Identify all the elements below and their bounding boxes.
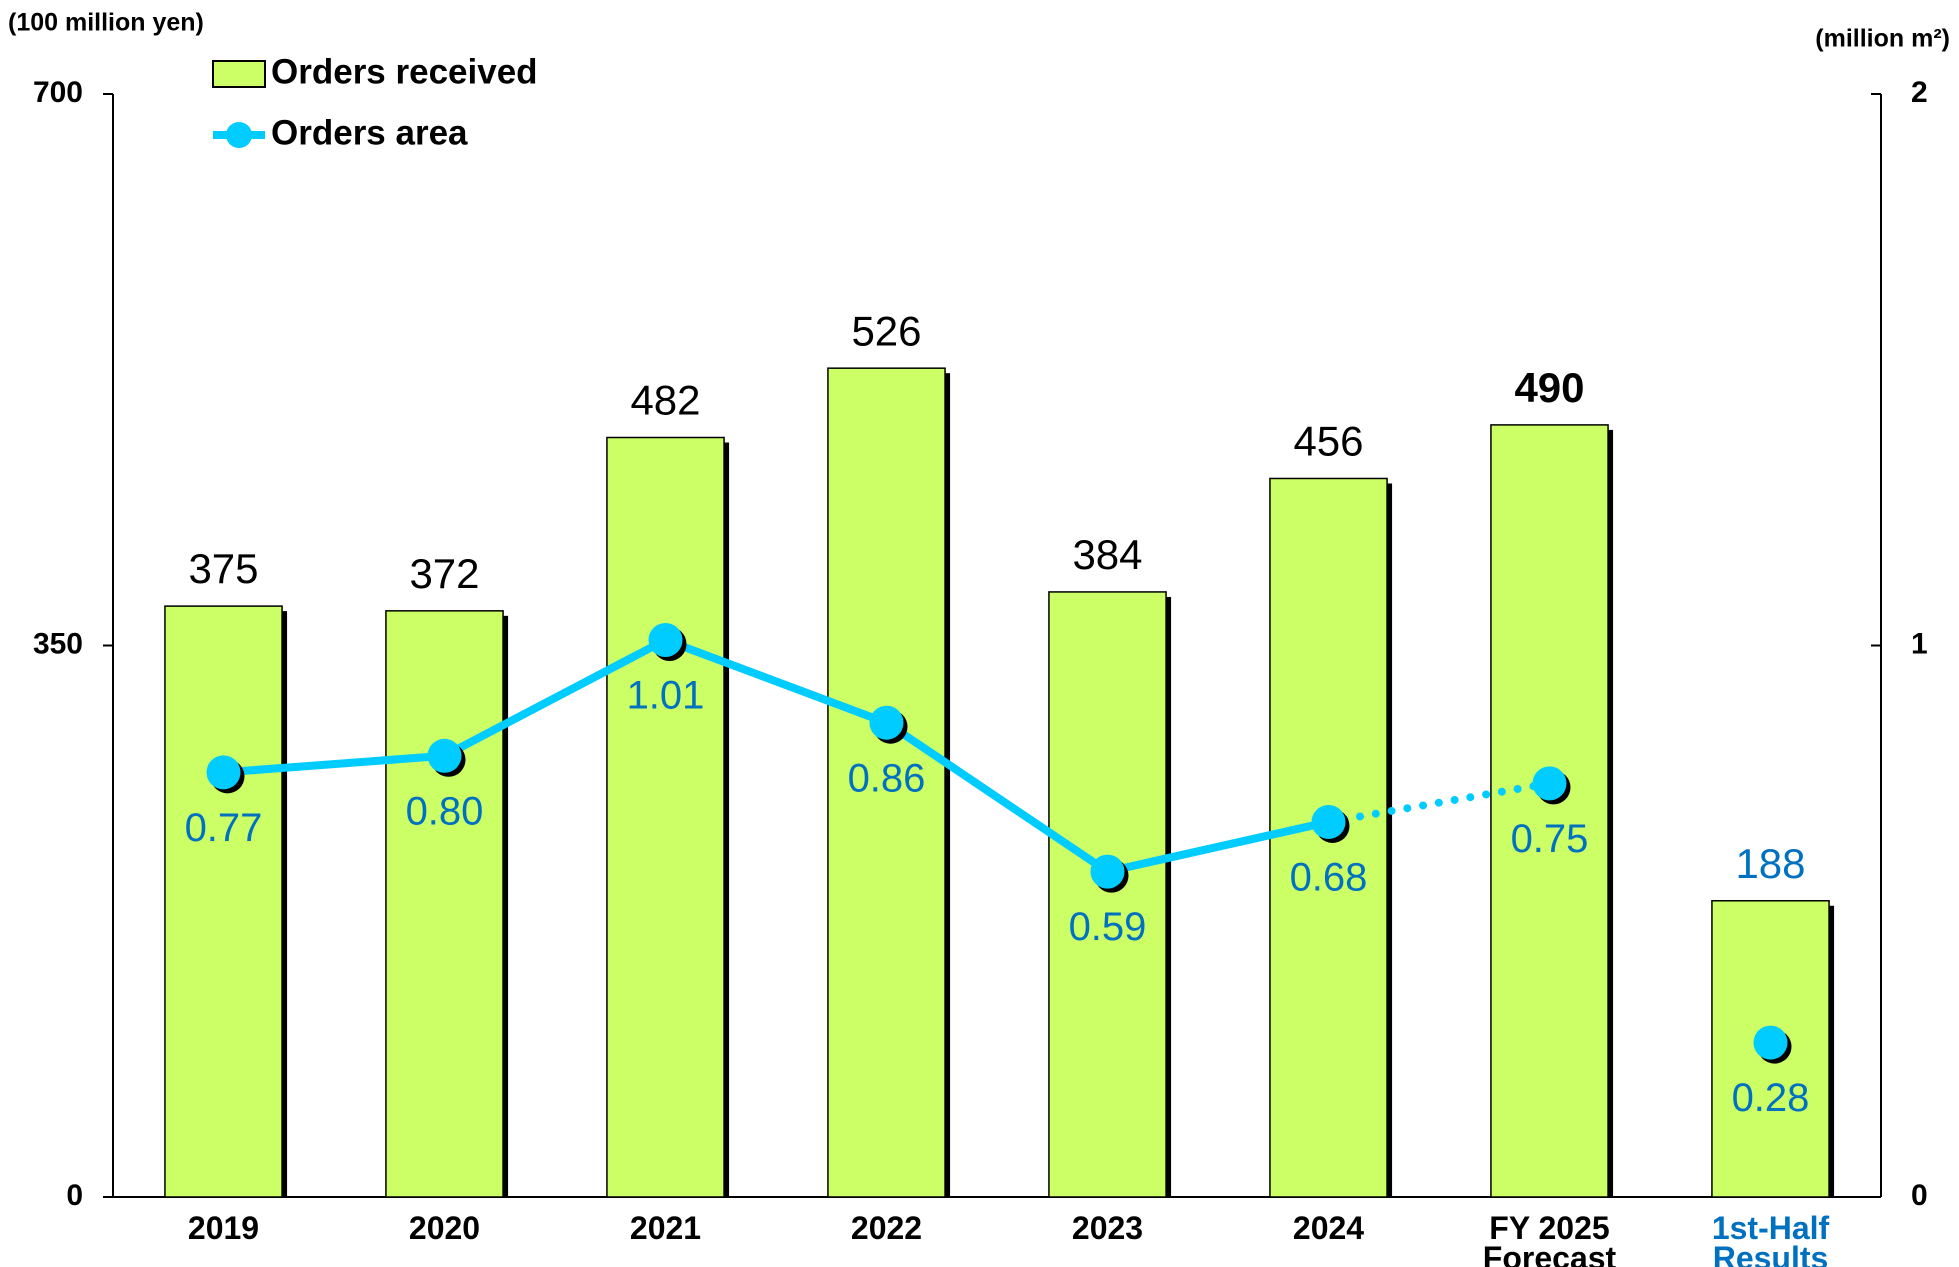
point [1090,854,1125,889]
bar [1048,591,1167,1198]
line-segment [1103,817,1333,876]
y2-axis-label: (million m²) [1815,25,1950,53]
bar-value-label: 384 [1072,531,1142,578]
point-value-label: 1.01 [627,674,705,718]
point-value-label: 0.77 [185,806,263,850]
x-tick-label: 1st-Half Results [1711,1210,1830,1267]
x-tick-label: 2022 [850,1210,923,1246]
point [869,705,904,740]
point-value-label: 0.68 [1290,856,1368,900]
bar-value-label: 188 [1735,840,1805,887]
line-segment [1324,779,1554,826]
y-tick-label: 350 [33,627,83,660]
point [206,755,241,790]
line-segment [882,718,1112,876]
y-tick-label: 700 [33,76,83,109]
y2-tick-label: 1 [1911,627,1928,660]
bar [827,367,946,1198]
point [1753,1025,1788,1060]
point [427,738,462,773]
legend-swatch [212,60,266,88]
x-tick-label: 2023 [1071,1210,1144,1246]
x-tick-label: 2024 [1292,1210,1365,1246]
bar [385,610,504,1198]
bar [606,436,725,1198]
bar [164,605,283,1198]
y2-tick-label: 0 [1911,1179,1928,1212]
bar-value-label: 456 [1293,418,1363,465]
y-axis-label: (100 million yen) [8,9,204,37]
legend-label: Orders area [271,113,468,152]
bar-value-label: 526 [851,307,921,354]
x-tick-label: 2021 [629,1210,702,1246]
x-tick-label: FY 2025 Forecast [1482,1210,1617,1267]
point-value-label: 0.80 [406,789,484,833]
x-tick-label: 2019 [187,1210,260,1246]
line-segment [440,635,670,760]
point-value-label: 0.28 [1732,1076,1810,1120]
point [648,622,683,657]
y-tick-label: 0 [66,1179,83,1212]
point-value-label: 0.86 [848,756,926,800]
point-value-label: 0.75 [1511,817,1589,861]
bar-value-label: 372 [409,550,479,597]
bar-value-label: 490 [1514,364,1584,411]
point [1311,804,1346,839]
point [1532,766,1567,801]
bar-value-label: 482 [630,377,700,424]
line-segment [219,751,449,777]
y2-tick-label: 2 [1911,76,1928,109]
legend-swatch [226,122,252,148]
x-tick-label: 2020 [408,1210,481,1246]
bar [1490,424,1609,1198]
legend-label: Orders received [271,52,538,91]
line-segment [661,635,891,727]
point-value-label: 0.59 [1069,905,1147,949]
bar-value-label: 375 [188,545,258,592]
